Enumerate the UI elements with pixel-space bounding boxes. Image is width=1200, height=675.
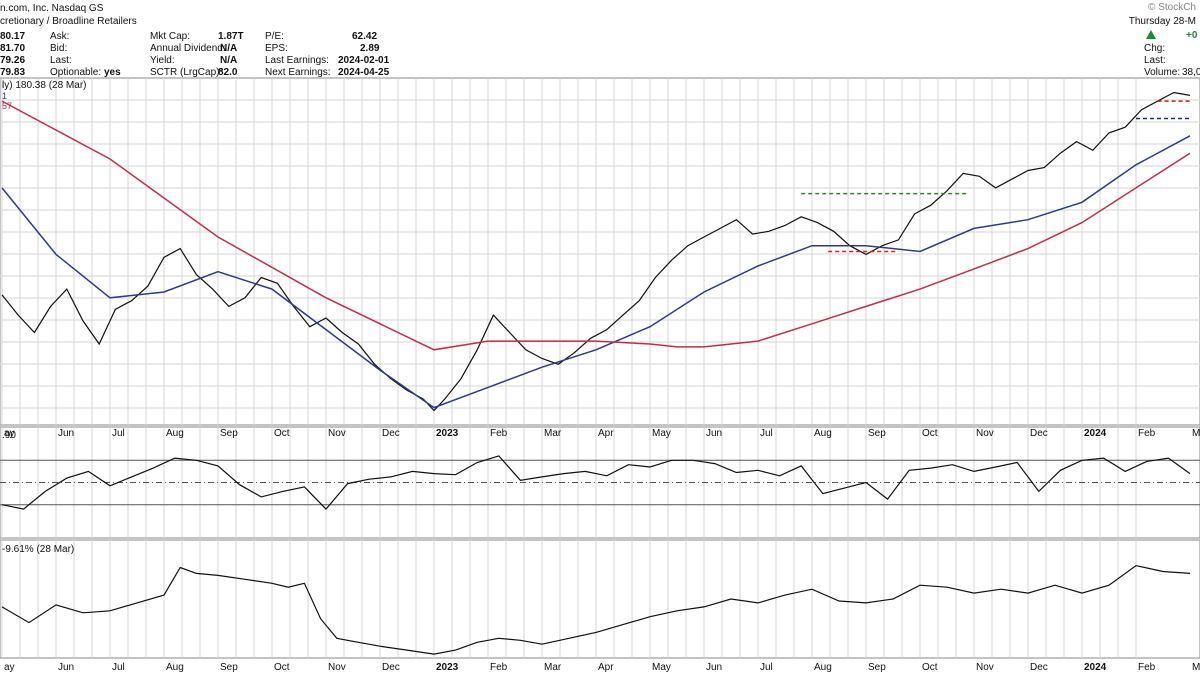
up-arrow-icon [1146, 30, 1156, 39]
eps-value: 2.89 [360, 43, 380, 54]
relative-x-tick-label: Dec [382, 662, 400, 673]
low-value: 79.26 [0, 55, 26, 66]
quote-date: Thursday 28-M [1128, 16, 1196, 27]
price-x-tick-label: Nov [976, 428, 994, 439]
relative-x-tick-label: Nov [328, 662, 346, 673]
relative-x-tick-label: 2024 [1084, 662, 1107, 673]
company-name: n.com, Inc. Nasdaq GS [0, 3, 104, 14]
price-series-line [1, 564, 1191, 655]
price-x-tick-label: Sep [868, 428, 886, 439]
relative-x-tick-label: Jul [112, 662, 125, 673]
yield-label: Yield: [150, 55, 175, 66]
relative-x-tick-label: Oct [922, 662, 938, 673]
price-x-tick-label: Oct [274, 428, 290, 439]
price-x-tick-label: 2023 [436, 428, 459, 439]
dividend-label: Annual Dividend: [150, 43, 226, 54]
price-x-tick-label: May [652, 428, 671, 439]
ask-label: Ask: [50, 31, 70, 42]
relative-x-tick-label: Sep [220, 662, 238, 673]
sctr-label: SCTR (LrgCap): [150, 67, 223, 78]
relative-x-tick-label: Apr [598, 662, 614, 673]
price-x-tick-label: Sep [220, 428, 238, 439]
price-x-tick-label: Mar [544, 428, 562, 439]
price-panel-frame [0, 77, 1200, 426]
price-x-tick-label: Aug [166, 428, 184, 439]
last-earnings-label: Last Earnings: [265, 55, 329, 66]
relative-x-tick-label: Mar [1192, 662, 1200, 673]
relative-x-tick-label: Oct [274, 662, 290, 673]
change-value: +0 [1186, 30, 1198, 41]
relative-panel-frame [0, 539, 1200, 659]
relative-x-tick-label: Nov [976, 662, 994, 673]
sctr-value: 82.0 [218, 67, 238, 78]
price-series-line [1, 91, 1191, 412]
price-x-tick-label: Apr [598, 428, 614, 439]
next-earnings-value: 2024-04-25 [338, 67, 390, 78]
pe-value: 62.42 [352, 31, 378, 42]
next-earnings-label: Next Earnings: [265, 67, 331, 78]
optionable-label: Optionable: [50, 67, 102, 78]
change-label: Chg: [1144, 43, 1166, 54]
ma50-legend: 1 [2, 91, 7, 101]
relative-x-tick-label: Aug [814, 662, 832, 673]
relative-x-tick-label: Jun [706, 662, 722, 673]
price-x-tick-label: Mar [1192, 428, 1200, 439]
ma50-series-line [1, 135, 1191, 409]
relative-x-tick-label: May [652, 662, 671, 673]
watermark: © StockCh [1148, 2, 1196, 13]
bid-label: Bid: [50, 43, 68, 54]
relative-x-tick-label: Feb [1138, 662, 1156, 673]
ma200-legend: 57 [2, 101, 12, 111]
price-x-tick-label: Feb [490, 428, 508, 439]
ma200-series-line [1, 100, 1191, 351]
relative-x-tick-label: Jun [58, 662, 74, 673]
chart-header: n.com, Inc. Nasdaq GS cretionary / Broad… [0, 0, 1200, 78]
sector-label: cretionary / Broadline Retailers [0, 16, 137, 27]
dividend-value: N/A [220, 43, 238, 54]
mktcap-label: Mkt Cap: [150, 31, 191, 42]
mktcap-value: 1.87T [218, 31, 244, 42]
yield-value: N/A [220, 55, 238, 66]
last-label: Last: [50, 55, 72, 66]
last-earnings-value: 2024-02-01 [338, 55, 390, 66]
relative-legend: -9.61% (28 Mar) [2, 544, 74, 555]
price-x-tick-label: Jul [760, 428, 773, 439]
relative-x-tick-label: Mar [544, 662, 562, 673]
price-series-line [1, 455, 1191, 510]
quote-last-label: Last: [1144, 55, 1166, 66]
price-x-tick-label: ay [4, 428, 15, 439]
relative-x-tick-label: ay [4, 662, 15, 673]
price-x-tick-label: 2024 [1084, 428, 1107, 439]
price-x-tick-label: Jul [112, 428, 125, 439]
price-x-tick-label: Jun [706, 428, 722, 439]
momentum-panel-frame [0, 426, 1200, 539]
price-x-tick-label: Aug [814, 428, 832, 439]
relative-x-tick-label: Aug [166, 662, 184, 673]
relative-x-tick-label: Sep [868, 662, 886, 673]
volume-value: 38,0 [1182, 67, 1200, 78]
close-value: 79.83 [0, 67, 26, 78]
pe-label: P/E: [265, 31, 284, 42]
high-value: 81.70 [0, 43, 26, 54]
relative-x-tick-label: Jul [760, 662, 773, 673]
optionable-value: yes [104, 67, 121, 78]
price-x-tick-label: Jun [58, 428, 74, 439]
price-legend: ly) 180.38 (28 Mar) [2, 80, 86, 91]
price-x-tick-label: Oct [922, 428, 938, 439]
eps-label: EPS: [265, 43, 288, 54]
relative-x-tick-label: 2023 [436, 662, 459, 673]
momentum-legend: .90 [2, 430, 16, 441]
volume-label: Volume: [1144, 67, 1181, 78]
relative-x-tick-label: Dec [1030, 662, 1048, 673]
price-x-tick-label: Feb [1138, 428, 1156, 439]
relative-x-tick-label: Feb [490, 662, 508, 673]
price-x-tick-label: Dec [382, 428, 400, 439]
open-value: 80.17 [0, 31, 26, 42]
price-x-tick-label: Nov [328, 428, 346, 439]
price-x-tick-label: Dec [1030, 428, 1048, 439]
